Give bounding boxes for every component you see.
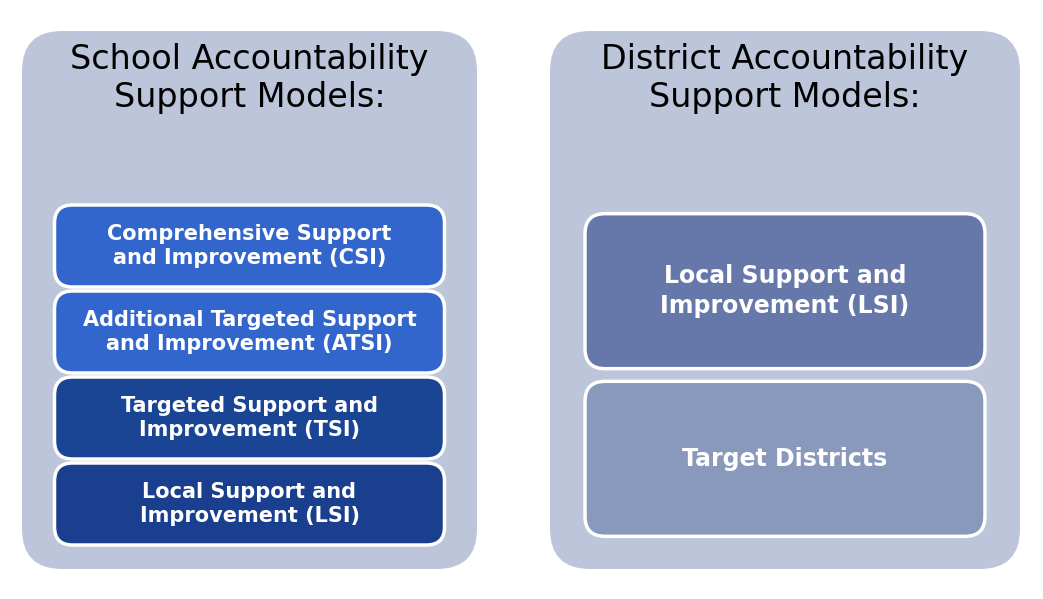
FancyBboxPatch shape — [54, 291, 444, 373]
FancyBboxPatch shape — [585, 214, 985, 368]
FancyBboxPatch shape — [585, 382, 985, 536]
Text: Local Support and
Improvement (LSI): Local Support and Improvement (LSI) — [140, 482, 360, 525]
Text: Targeted Support and
Improvement (TSI): Targeted Support and Improvement (TSI) — [121, 397, 378, 440]
FancyBboxPatch shape — [54, 377, 444, 459]
Text: School Accountability
Support Models:: School Accountability Support Models: — [70, 43, 429, 114]
FancyBboxPatch shape — [54, 205, 444, 287]
FancyBboxPatch shape — [54, 463, 444, 545]
Text: Target Districts: Target Districts — [682, 447, 888, 471]
FancyBboxPatch shape — [550, 31, 1020, 569]
Text: Additional Targeted Support
and Improvement (ATSI): Additional Targeted Support and Improvem… — [82, 310, 416, 353]
Text: Local Support and
Improvement (LSI): Local Support and Improvement (LSI) — [660, 264, 909, 318]
Text: District Accountability
Support Models:: District Accountability Support Models: — [602, 43, 969, 114]
Text: Comprehensive Support
and Improvement (CSI): Comprehensive Support and Improvement (C… — [107, 225, 392, 268]
FancyBboxPatch shape — [22, 31, 477, 569]
